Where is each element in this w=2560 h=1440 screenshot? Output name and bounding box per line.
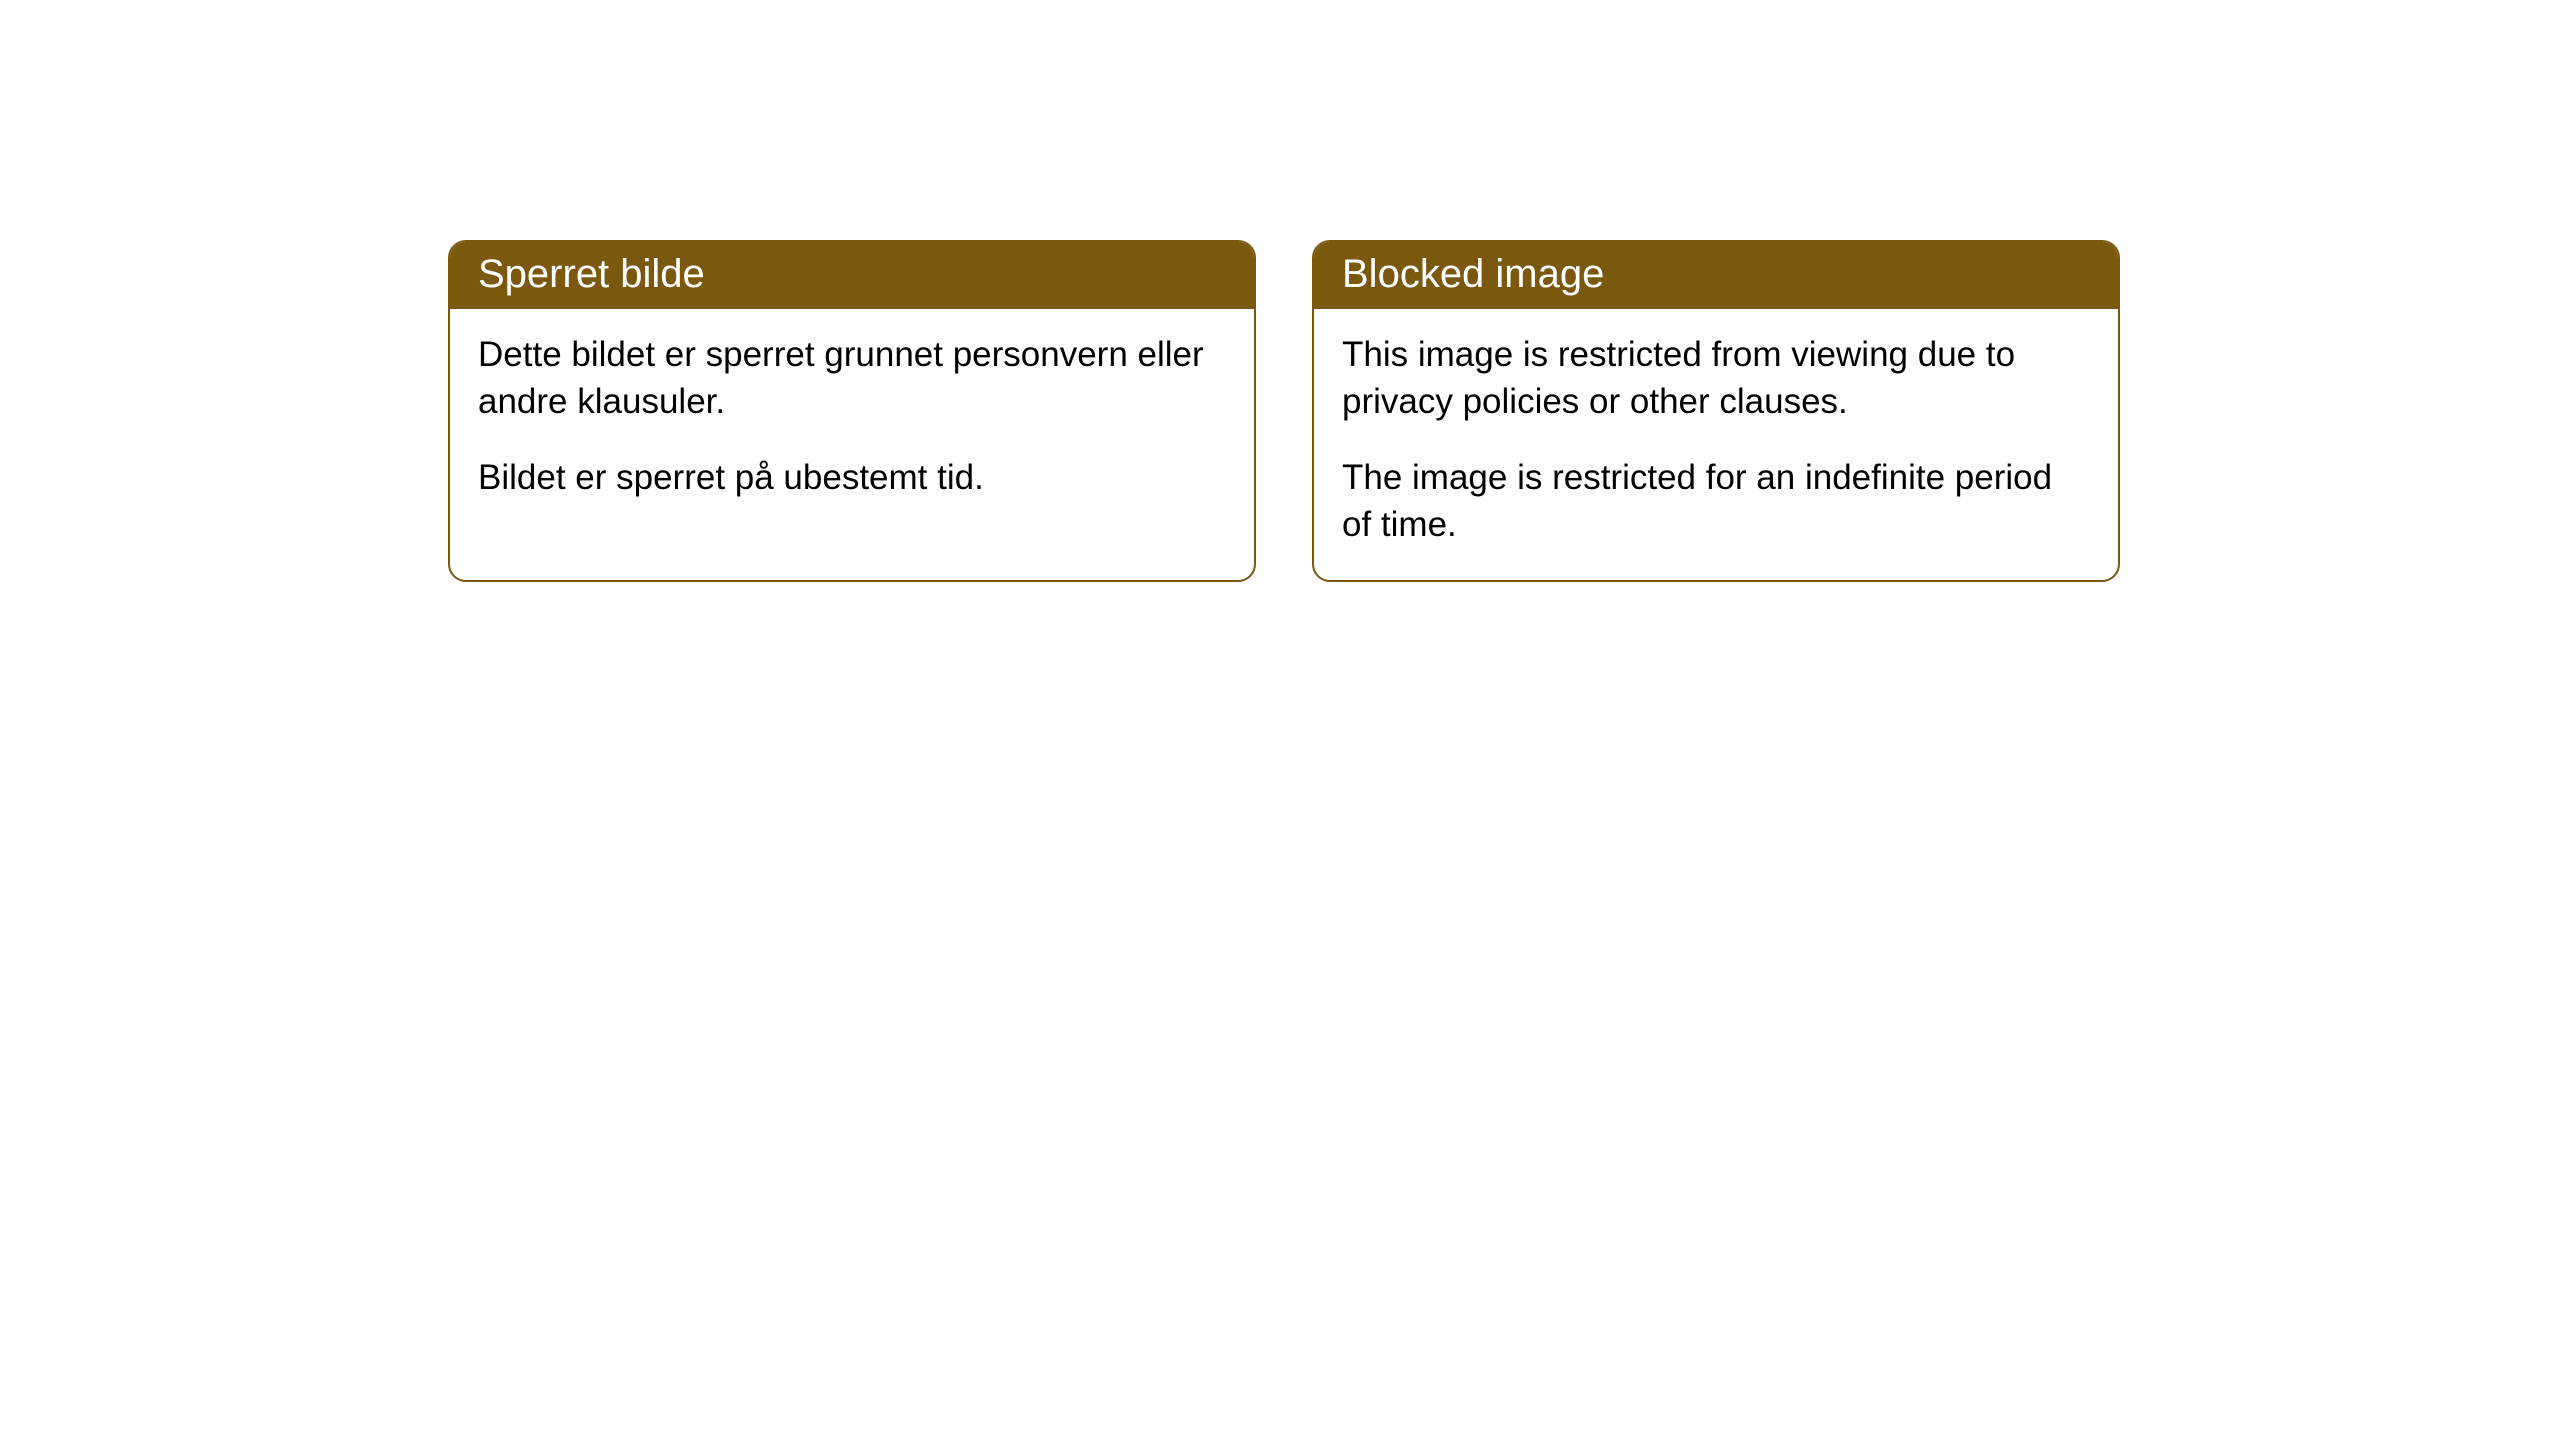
card-title: Blocked image	[1314, 242, 2118, 309]
card-title: Sperret bilde	[450, 242, 1254, 309]
card-body: Dette bildet er sperret grunnet personve…	[450, 309, 1254, 533]
blocked-image-card-norwegian: Sperret bilde Dette bildet er sperret gr…	[448, 240, 1256, 582]
blocked-image-card-english: Blocked image This image is restricted f…	[1312, 240, 2120, 582]
notice-cards-container: Sperret bilde Dette bildet er sperret gr…	[0, 0, 2560, 582]
card-body: This image is restricted from viewing du…	[1314, 309, 2118, 580]
card-paragraph: Bildet er sperret på ubestemt tid.	[478, 454, 1226, 501]
card-paragraph: Dette bildet er sperret grunnet personve…	[478, 331, 1226, 426]
card-paragraph: This image is restricted from viewing du…	[1342, 331, 2090, 426]
card-paragraph: The image is restricted for an indefinit…	[1342, 454, 2090, 549]
